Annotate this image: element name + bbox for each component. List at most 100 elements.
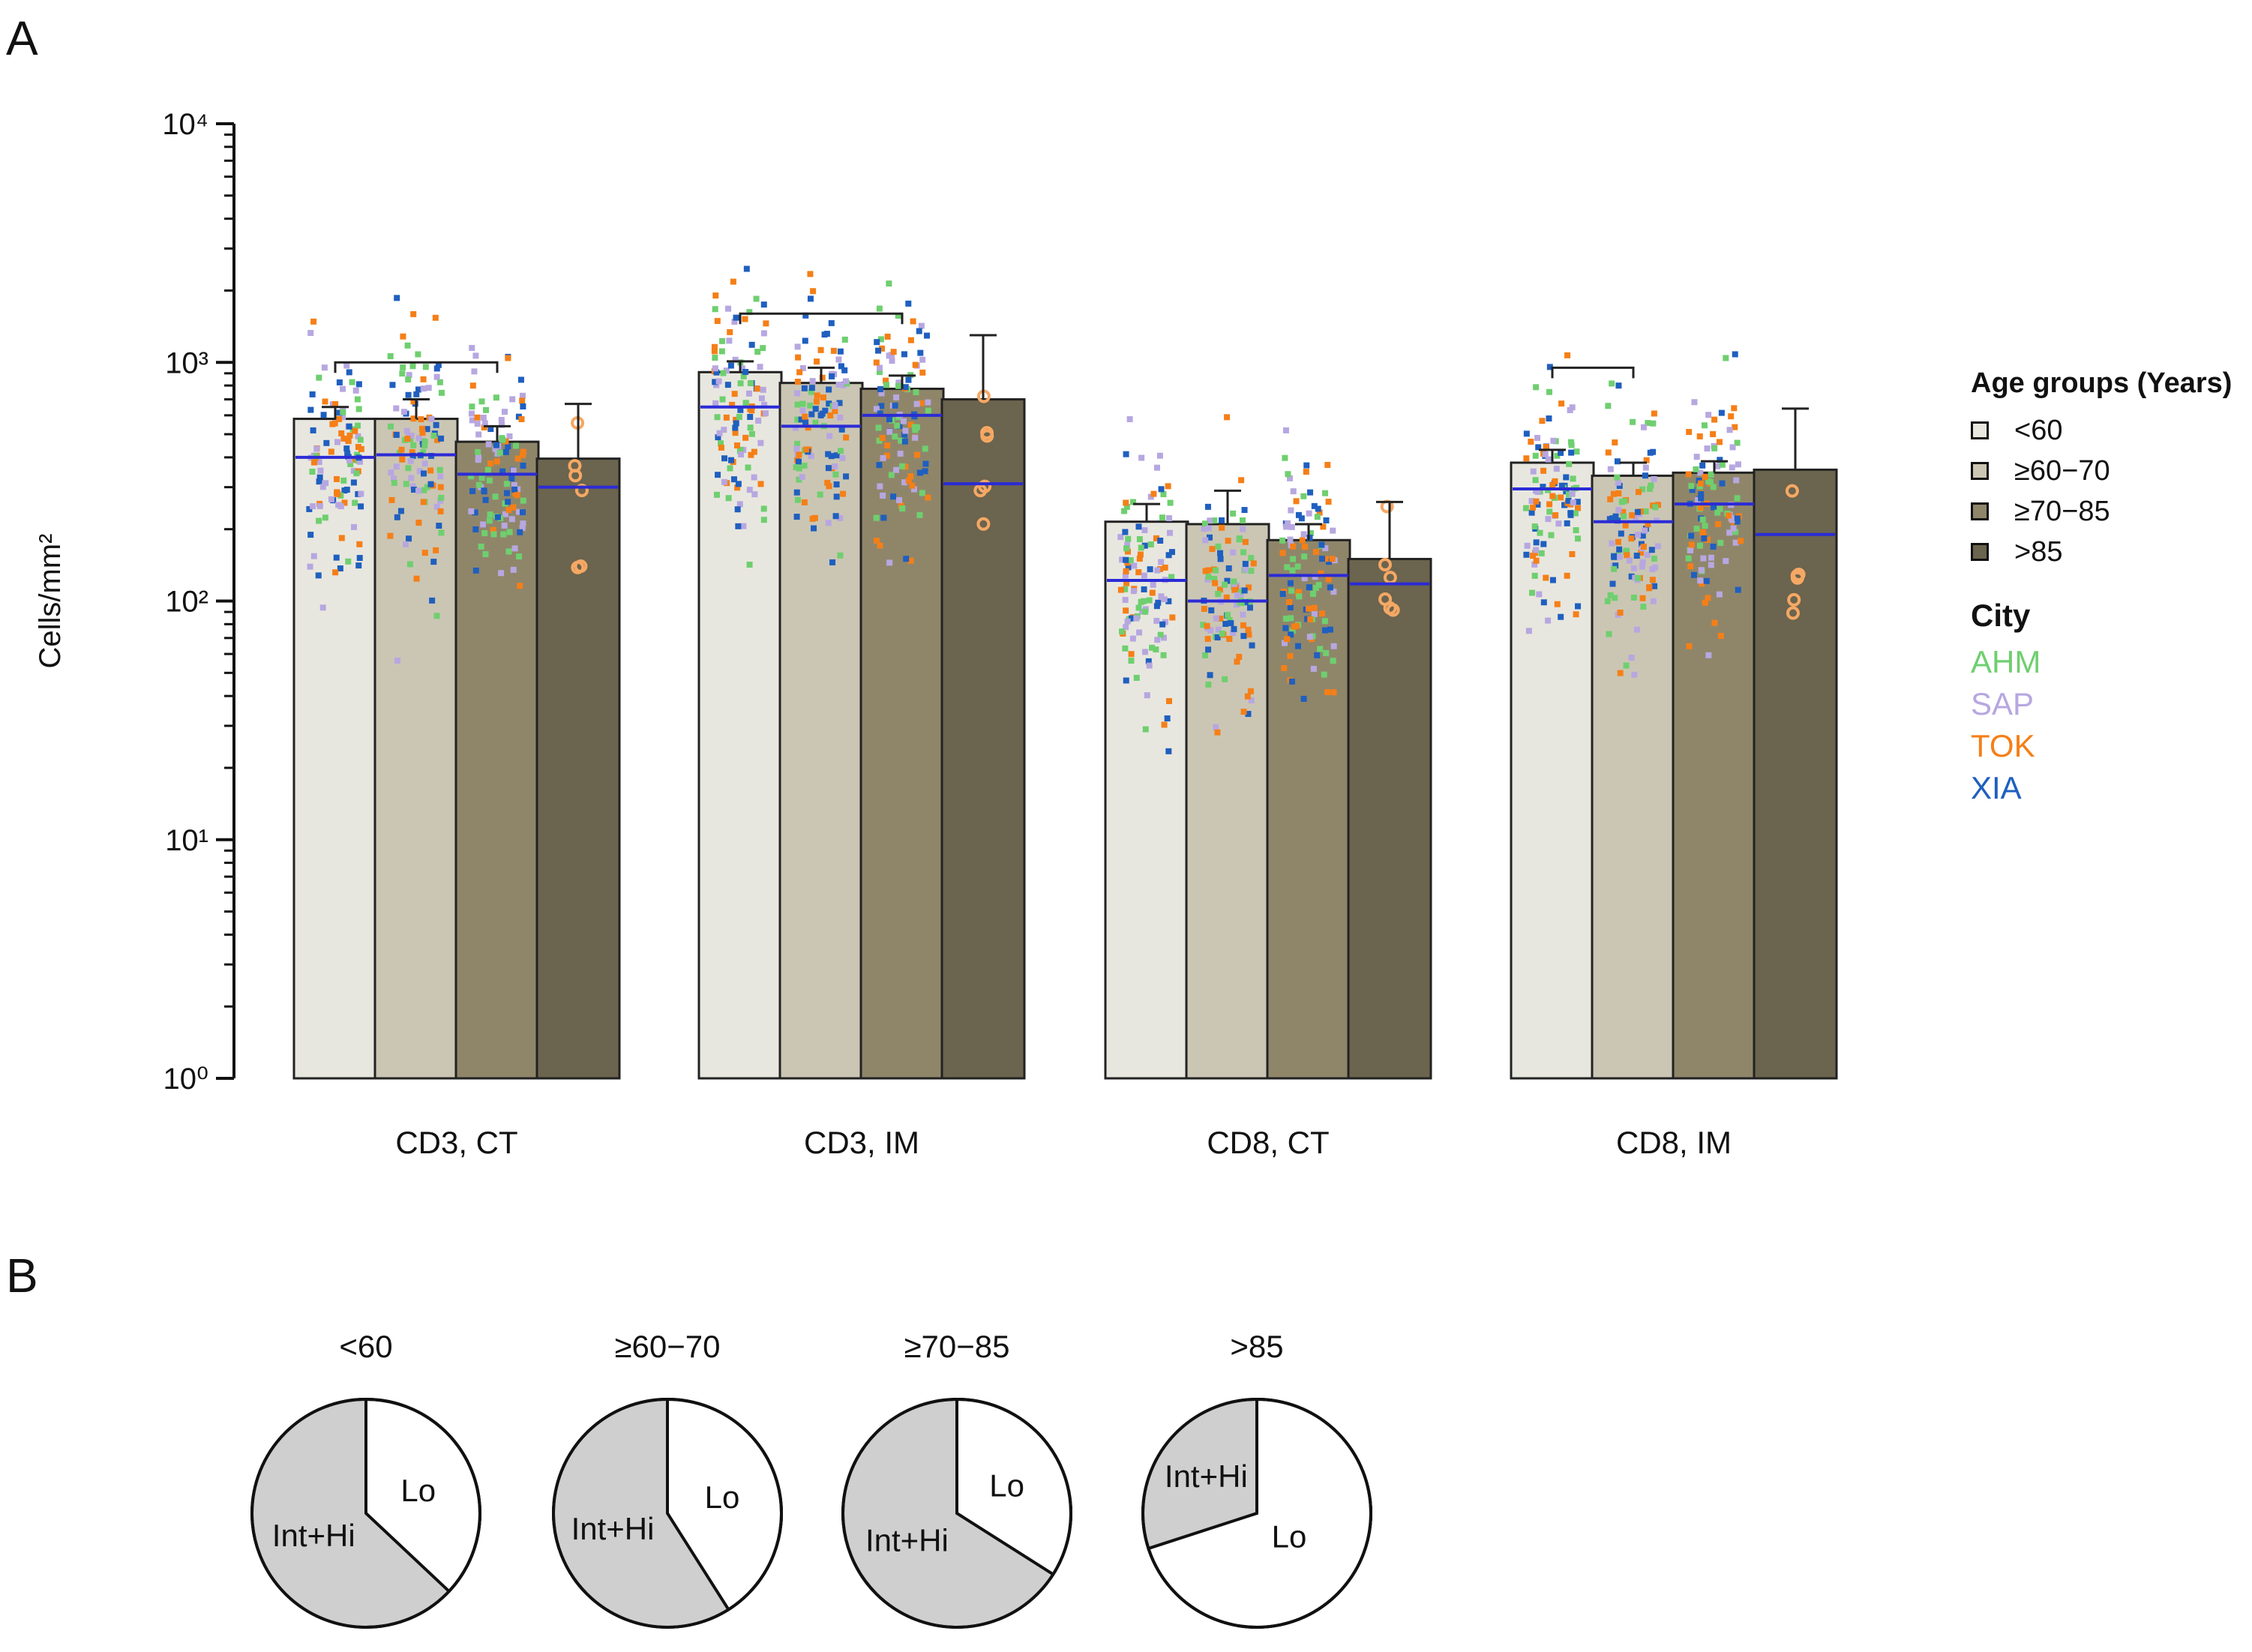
scatter-point (1633, 514, 1639, 521)
scatter-point (880, 514, 887, 521)
scatter-point (471, 368, 478, 375)
scatter-point (1714, 521, 1721, 528)
scatter-point (718, 440, 724, 447)
scatter-point (877, 410, 883, 417)
scatter-point (817, 491, 823, 498)
scatter-point (713, 491, 720, 498)
scatter-point (1618, 530, 1624, 537)
scatter-point (514, 492, 520, 499)
scatter-point (1162, 564, 1168, 571)
scatter-point (1240, 633, 1247, 640)
scatter-point (1136, 555, 1143, 562)
scatter-point (879, 345, 886, 352)
pie-outline (552, 1398, 783, 1629)
scatter-point (737, 446, 744, 453)
scatter-point (499, 468, 506, 475)
scatter-point (1633, 626, 1640, 633)
scatter-point (1611, 565, 1618, 572)
scatter-point (510, 467, 517, 474)
scatter-point (733, 420, 739, 427)
scatter-point (316, 459, 322, 466)
scatter-point (732, 430, 739, 436)
scatter-point (1790, 571, 1804, 585)
scatter-point (1150, 581, 1156, 588)
scatter-point (1224, 414, 1231, 421)
scatter-point (485, 441, 492, 448)
scatter-point (1158, 559, 1165, 565)
scatter-point (1575, 603, 1582, 610)
scatter-point (475, 448, 481, 455)
scatter-point (725, 305, 732, 312)
scatter-point (1288, 587, 1295, 594)
scatter-point (1699, 529, 1706, 535)
scatter-point (1244, 693, 1251, 700)
scatter-point (1570, 499, 1576, 506)
scatter-point (760, 386, 766, 393)
bar-group (292, 295, 621, 1080)
scatter-point (336, 415, 343, 422)
scatter-point (746, 487, 753, 493)
scatter-point (422, 364, 429, 370)
panel-a-label: A (6, 11, 38, 65)
scatter-point (1318, 610, 1325, 617)
scatter-point (486, 517, 493, 524)
scatter-point (718, 444, 724, 451)
scatter-point (1732, 529, 1739, 535)
significance-bracket (1551, 366, 1635, 379)
x-tick-label: CD3, CT (395, 1125, 517, 1160)
scatter-point (1635, 574, 1642, 581)
scatter-point (1205, 681, 1212, 688)
scatter-point (1154, 637, 1161, 643)
scatter-point (832, 403, 838, 409)
scatter-point (420, 499, 427, 505)
scatter-point (1231, 625, 1237, 632)
scatter-point (496, 449, 503, 456)
legend-city-sap: SAP (1971, 686, 2035, 721)
scatter-point (1310, 590, 1317, 597)
bar (778, 382, 864, 1080)
scatter-point (737, 406, 744, 413)
scatter-point (1285, 520, 1291, 526)
scatter-point (404, 342, 411, 349)
scatter-point (415, 351, 421, 358)
bar (454, 440, 540, 1080)
scatter-point (1219, 524, 1225, 531)
scatter-point (1289, 567, 1296, 574)
scatter-point (729, 401, 736, 408)
scatter-point (519, 509, 526, 516)
legend-age-item: <60 (1971, 410, 2248, 451)
legend-swatch (1971, 462, 1989, 480)
scatter-point (1733, 477, 1740, 484)
bar (1185, 523, 1270, 1080)
scatter-point (1287, 604, 1294, 611)
scatter-point (896, 496, 903, 503)
scatter-point (1523, 430, 1530, 437)
scatter-point (1141, 527, 1148, 534)
scatter-point (520, 451, 526, 458)
scatter-point (420, 385, 427, 392)
scatter-point (980, 429, 994, 443)
scatter-point (421, 470, 427, 477)
scatter-point (474, 414, 481, 421)
scatter-point (1138, 544, 1144, 551)
scatter-point (877, 385, 883, 392)
scatter-point (1737, 538, 1744, 544)
scatter-point (919, 369, 926, 376)
scatter-point (840, 382, 847, 388)
scatter-point (410, 310, 417, 317)
scatter-point (1287, 580, 1294, 586)
scatter-point (1238, 600, 1245, 607)
scatter-point (511, 481, 517, 488)
scatter-point (1528, 589, 1535, 596)
scatter-point (1167, 499, 1174, 506)
scatter-point (1651, 556, 1657, 562)
scatter-point (900, 418, 907, 424)
scatter-point (886, 280, 892, 287)
scatter-point (433, 503, 440, 510)
scatter-point (876, 369, 883, 376)
scatter-point (501, 522, 508, 529)
scatter-point (490, 526, 496, 533)
scatter-point (1622, 522, 1629, 529)
scatter-point (340, 414, 346, 421)
scatter-point (472, 352, 479, 359)
